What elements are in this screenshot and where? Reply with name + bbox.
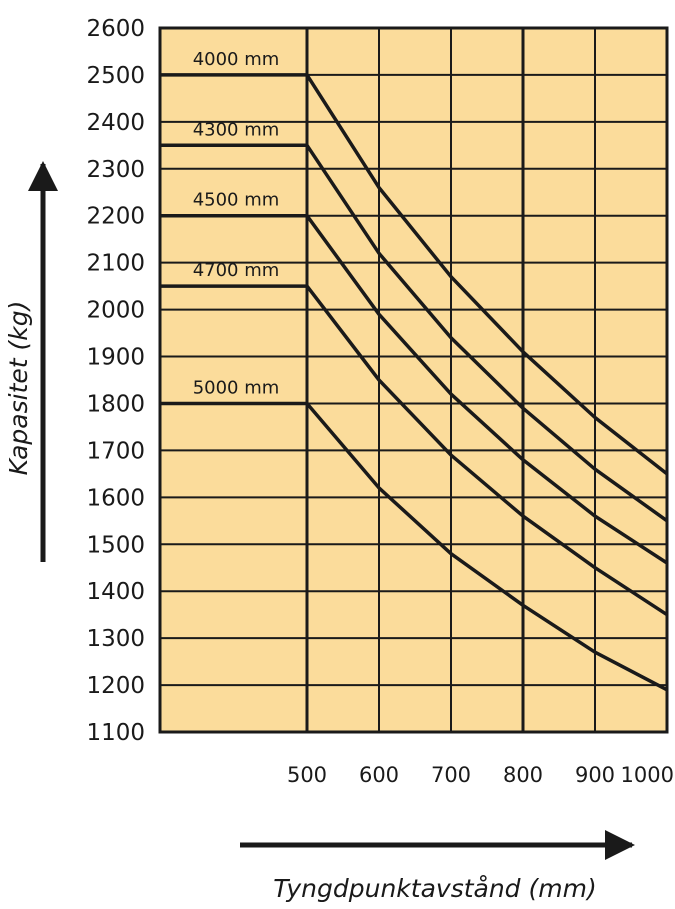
series-label: 4000 mm — [193, 49, 280, 70]
x-tick-label: 600 — [359, 763, 399, 787]
series-line — [160, 401, 668, 692]
series-label: 4300 mm — [193, 119, 280, 140]
x-tick-label: 1000 — [621, 763, 674, 787]
series-line — [160, 284, 668, 617]
x-tick-label: 800 — [503, 763, 543, 787]
y-tick-label: 2300 — [86, 157, 145, 183]
x-tick-label: 700 — [431, 763, 471, 787]
plot-frame — [158, 26, 669, 734]
series-line — [160, 143, 669, 523]
x-tick-label: 500 — [287, 763, 327, 787]
y-tick-label: 2500 — [86, 63, 145, 89]
x-axis-label: Tyngdpunktavstånd (mm) — [273, 874, 596, 903]
y-tick-label: 1500 — [86, 532, 145, 558]
y-tick-label: 1300 — [86, 626, 145, 652]
tick-labels: 2600 2500 2400 2300 2200 2100 2000 1900 1800 1700… — [86, 16, 674, 787]
y-tick-label: 2200 — [86, 204, 145, 230]
y-tick-label: 2100 — [86, 251, 145, 277]
series-label: 4700 mm — [193, 260, 280, 281]
y-tick-label: 1900 — [86, 345, 145, 371]
y-tick-label: 1100 — [86, 720, 145, 746]
y-tick-label: 1800 — [86, 391, 145, 417]
series-labels: 4000 mm 4300 mm 4500 mm 4700 mm 5000 mm — [193, 49, 280, 399]
y-tick-label: 2600 — [86, 16, 145, 42]
y-tick-label: 2000 — [86, 298, 145, 324]
series-label: 4500 mm — [193, 190, 280, 211]
y-tick-label: 1200 — [86, 673, 145, 699]
y-tick-label: 2400 — [86, 110, 145, 136]
y-tick-label: 1400 — [86, 579, 145, 605]
x-tick-label: 900 — [575, 763, 615, 787]
y-tick-label: 1700 — [86, 438, 145, 464]
series-line — [160, 73, 669, 476]
y-axis-label: Kapasitet (kg) — [4, 301, 33, 476]
series-line — [160, 213, 668, 565]
series-label: 5000 mm — [193, 377, 280, 398]
y-tick-label: 1600 — [86, 485, 145, 511]
series-lines — [160, 73, 669, 692]
